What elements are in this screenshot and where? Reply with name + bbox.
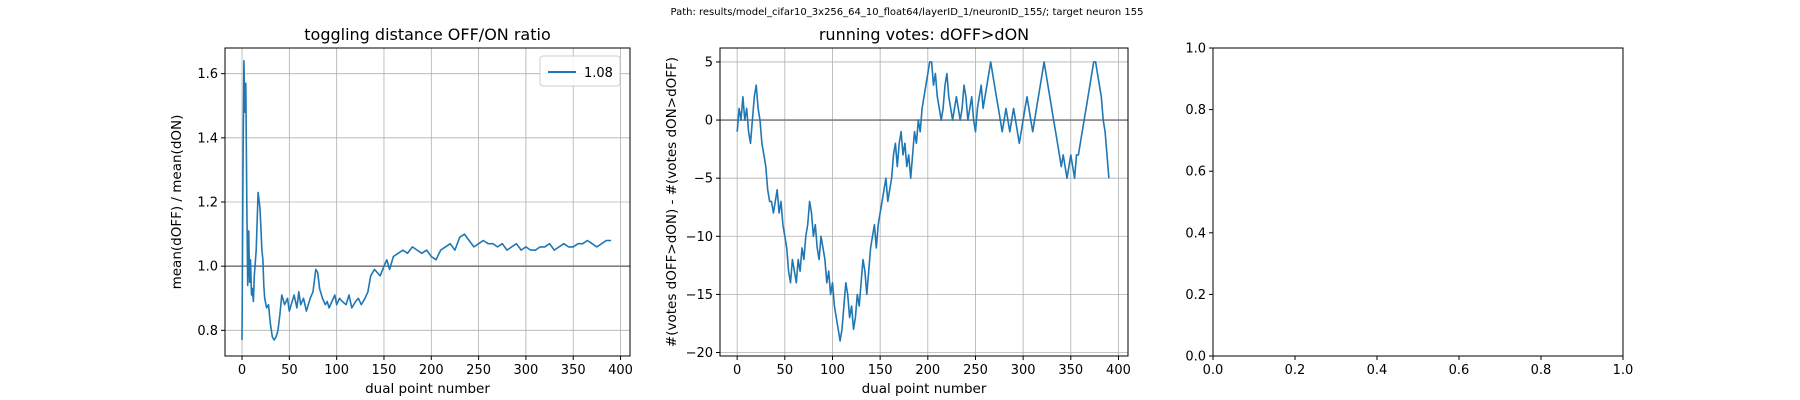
y-tick-label: 0	[705, 114, 713, 129]
y-tick-label: 5	[705, 55, 713, 70]
series-line-1	[736, 61, 1110, 342]
x-tick-label: 100	[820, 363, 845, 378]
chart-panel-3: 0.0 0.2 0.4 0.6 0.8 1.0 0.0 0.2 0.4 0.6 0.8 1.0	[1185, 42, 1633, 379]
x-tick-label: 100	[324, 363, 349, 378]
x-tick-label: 0.8	[1531, 363, 1552, 378]
y-tick-label: 0.6	[1185, 165, 1206, 180]
x-tick-label: 200	[419, 363, 444, 378]
y-tick-label: 0.8	[1185, 103, 1206, 118]
x-tick-label: 200	[915, 363, 940, 378]
chart-title: running votes: dOFF>dON	[819, 25, 1029, 44]
y-tick-label: 0.8	[197, 324, 218, 339]
x-tick-label: 300	[1011, 363, 1036, 378]
x-tick-label: 350	[561, 363, 586, 378]
x-tick-label: 300	[513, 363, 538, 378]
x-tick-label: 1.0	[1613, 363, 1634, 378]
x-tick-label: 150	[372, 363, 397, 378]
chart-title: toggling distance OFF/ON ratio	[304, 25, 550, 44]
y-tick-label: −15	[686, 288, 713, 303]
x-tick-label: 0.0	[1203, 363, 1224, 378]
x-tick-label: 350	[1058, 363, 1083, 378]
y-tick-label: 1.2	[197, 196, 218, 211]
x-tick-label: 250	[963, 363, 988, 378]
y-tick-label: −20	[686, 346, 713, 361]
x-axis-label: dual point number	[365, 381, 490, 397]
y-tick-label: 0.4	[1185, 226, 1206, 241]
axes-frame	[719, 47, 1129, 357]
x-tick-label: 400	[1106, 363, 1131, 378]
y-tick-label: −5	[694, 172, 713, 187]
figure-suptitle: Path: results/model_cifar10_3x256_64_10_…	[671, 7, 1144, 18]
x-tick-label: 0	[238, 363, 246, 378]
y-axis-label: mean(dOFF) / mean(dON)	[169, 115, 185, 290]
x-tick-label: 50	[281, 363, 298, 378]
x-tick-label: 0.4	[1367, 363, 1388, 378]
legend-box	[539, 55, 621, 87]
chart-panel-2: 0 50 100 150 200 250 300 350 400 −20 −15 −10 −5 0 5 run…	[664, 25, 1131, 397]
y-tick-label: −10	[686, 230, 713, 245]
x-axis-label: dual point number	[862, 381, 987, 397]
y-axis-label: #(votes dOFF>dON) - #(votes dON>dOFF)	[664, 57, 680, 347]
y-tick-label: 1.4	[197, 131, 218, 146]
legend-entry-label: 1.08	[584, 66, 613, 81]
x-tick-label: 0	[733, 363, 741, 378]
x-tick-label: 0.2	[1285, 363, 1306, 378]
chart-panel-1: 0 50 100 150 200 250 300 350 400 0.8 1.0 1.2 1.4 1.6 t…	[169, 25, 633, 397]
y-tick-label: 0.0	[1185, 350, 1206, 365]
x-tick-label: 150	[868, 363, 893, 378]
x-tick-label: 400	[608, 363, 633, 378]
y-tick-label: 1.6	[197, 67, 218, 82]
series-line-1	[241, 59, 612, 341]
x-tick-label: 250	[466, 363, 491, 378]
y-tick-label: 0.2	[1185, 288, 1206, 303]
legend: 1.08	[539, 55, 621, 87]
y-tick-label: 1.0	[1185, 42, 1206, 57]
x-tick-label: 50	[777, 363, 794, 378]
x-tick-label: 0.6	[1449, 363, 1470, 378]
y-tick-label: 1.0	[197, 260, 218, 275]
axes-frame	[1212, 47, 1624, 357]
